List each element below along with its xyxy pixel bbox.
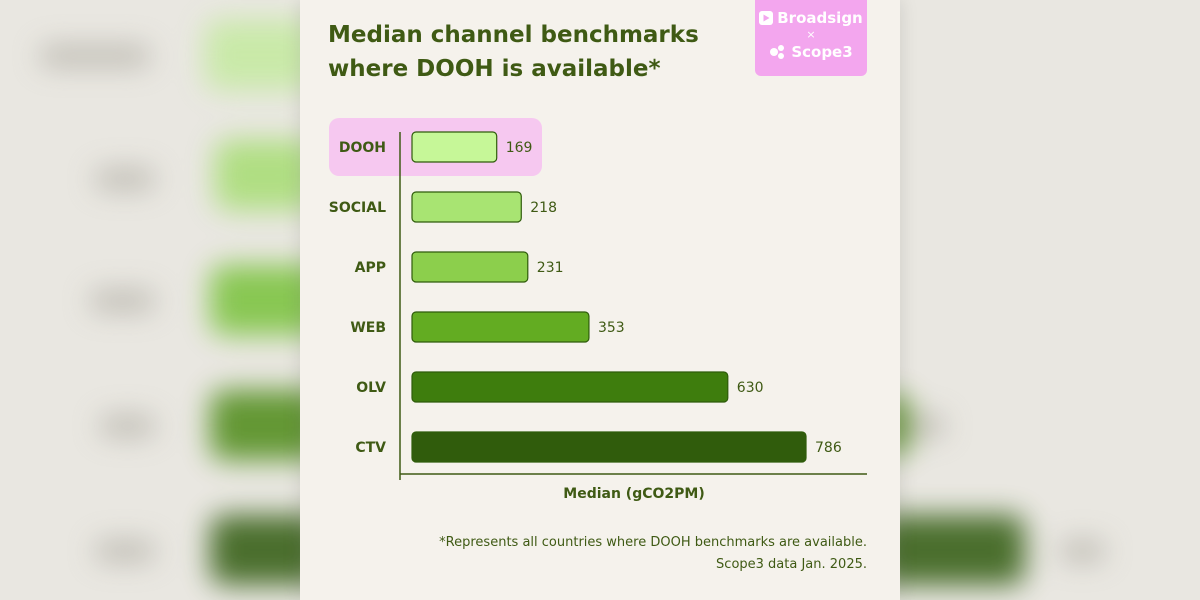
bg-bar	[215, 140, 315, 210]
broadsign-logo: Broadsign	[755, 8, 867, 28]
footnote: *Represents all countries where DOOH ben…	[439, 532, 867, 576]
chart-title: Median channel benchmarks where DOOH is …	[328, 18, 728, 86]
data-label: 218	[530, 200, 557, 216]
bar	[411, 251, 529, 283]
chart-title-line2: where DOOH is available*	[328, 56, 661, 82]
bg-label	[40, 45, 150, 67]
data-label: 786	[815, 440, 842, 456]
logo-separator: ×	[806, 28, 816, 41]
footnote-line1: *Represents all countries where DOOH ben…	[439, 535, 867, 550]
category-label: DOOH	[339, 140, 386, 156]
category-label: APP	[355, 260, 386, 276]
chart-title-line1: Median channel benchmarks	[328, 22, 699, 48]
broadsign-play-icon	[759, 11, 774, 25]
data-label: 169	[506, 140, 533, 156]
brand-logo-badge: Broadsign × Scope3	[755, 0, 867, 76]
data-label: 231	[537, 260, 564, 276]
bar	[411, 131, 498, 163]
scope3-logo: Scope3	[755, 42, 867, 62]
bg-label	[1060, 540, 1105, 562]
bg-label	[90, 290, 155, 312]
bar	[411, 191, 522, 223]
bar	[411, 431, 807, 463]
category-label: WEB	[350, 320, 386, 336]
bar	[411, 371, 729, 403]
bar-chart: DOOH 169 SOCIAL 218 APP 231 WEB 353 OLV 630 CTV 786…	[329, 118, 867, 502]
data-label: 630	[737, 380, 764, 396]
benchmark-card: Median channel benchmarks where DOOH is …	[300, 0, 900, 600]
bg-label	[95, 540, 155, 562]
bg-label	[95, 168, 155, 190]
category-label: CTV	[355, 440, 386, 456]
category-label: SOCIAL	[329, 200, 386, 216]
bg-label	[100, 415, 155, 437]
category-label: OLV	[356, 380, 386, 396]
scope3-wordmark: Scope3	[791, 43, 853, 61]
x-axis-title: Median (gCO2PM)	[563, 486, 704, 502]
data-label: 353	[598, 320, 625, 336]
scope3-dots-icon	[770, 45, 785, 59]
bg-bar	[880, 515, 1025, 585]
bg-bar	[205, 20, 315, 90]
bg-label	[905, 415, 945, 437]
bar	[411, 311, 590, 343]
broadsign-wordmark: Broadsign	[777, 9, 863, 27]
footnote-line2: Scope3 data Jan. 2025.	[716, 557, 867, 572]
